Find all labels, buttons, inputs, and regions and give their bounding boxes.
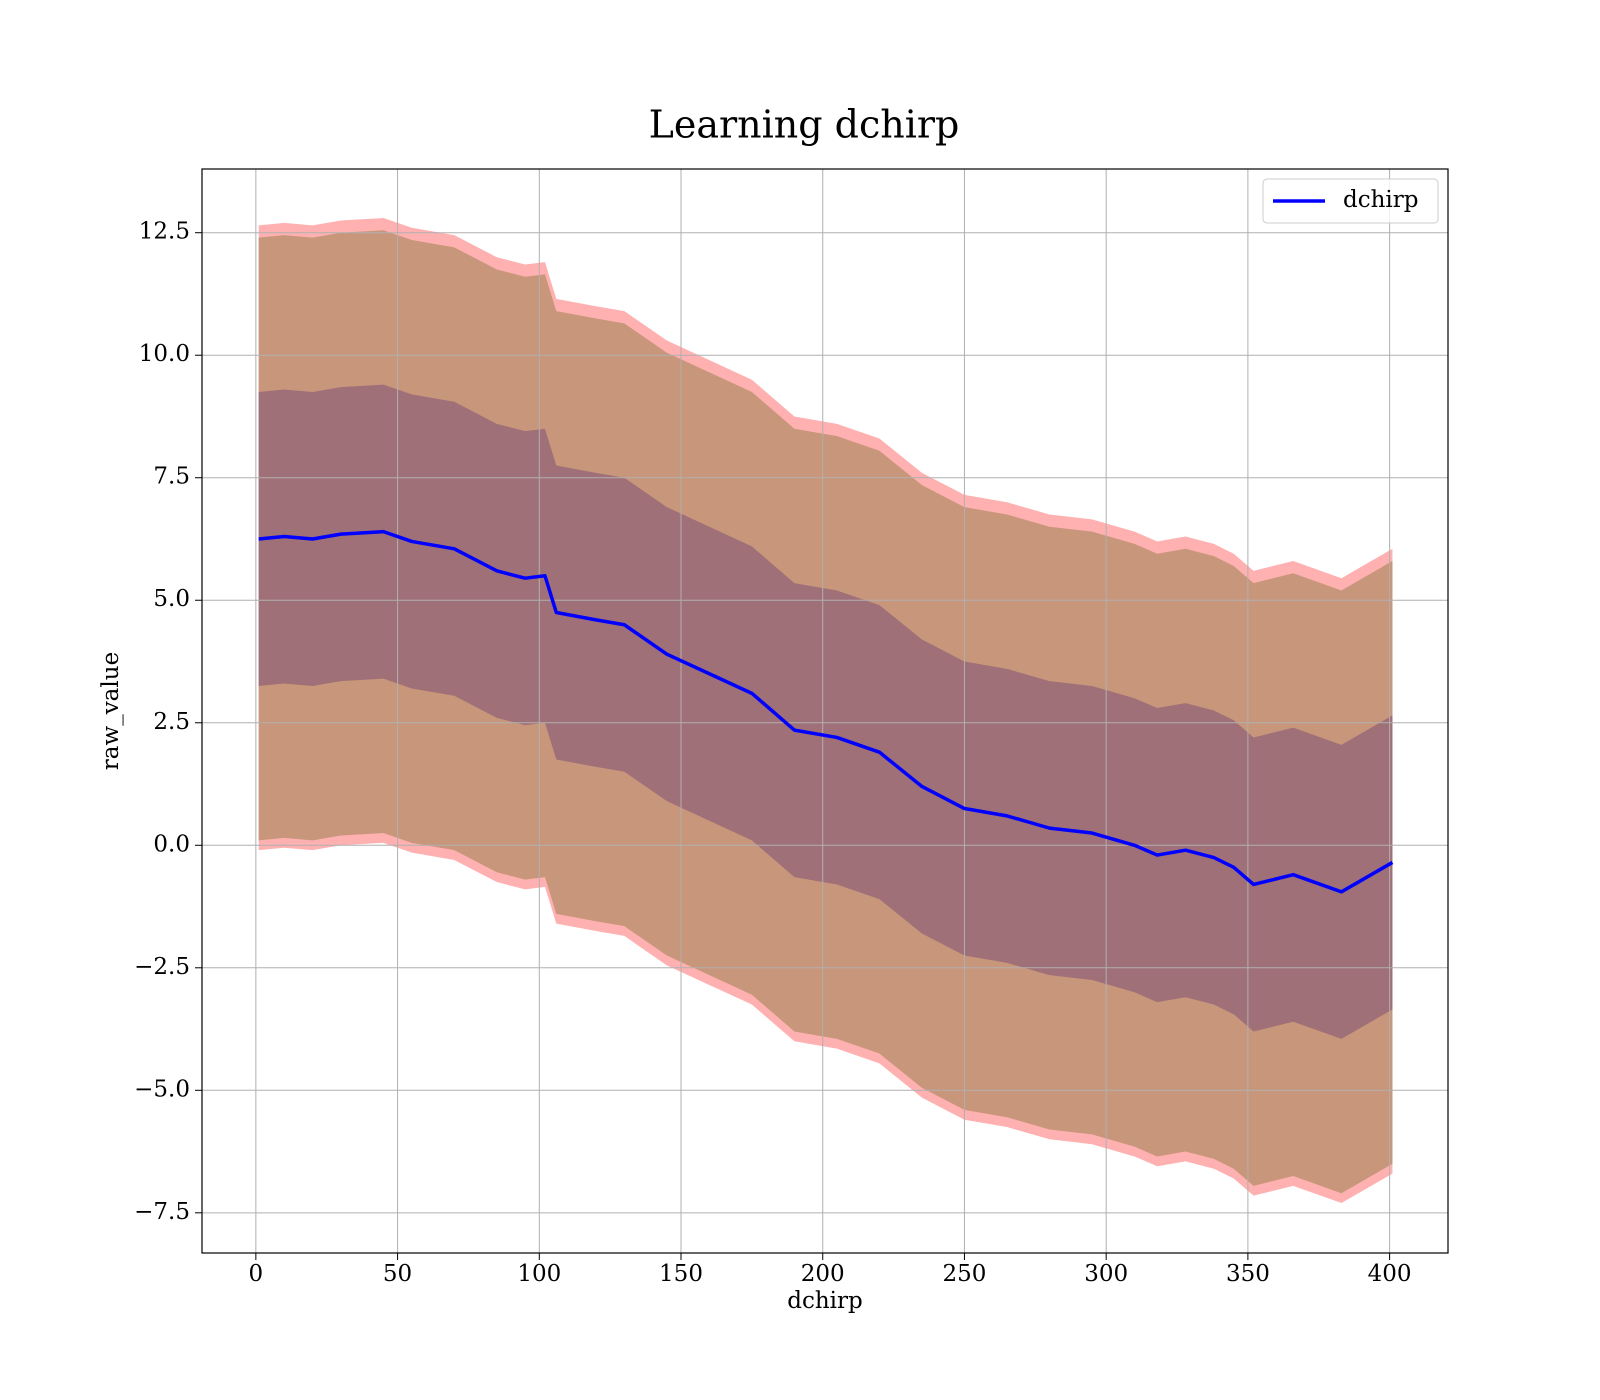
x-tick-label: 100: [517, 1261, 561, 1287]
legend-label: dchirp: [1343, 187, 1419, 213]
y-tick-label: 12.5: [139, 219, 190, 245]
y-tick-label: −5.0: [134, 1076, 190, 1102]
y-tick-label: 5.0: [153, 586, 190, 612]
chart-title: Learning dchirp: [649, 103, 960, 147]
x-axis-label: dchirp: [787, 1288, 863, 1314]
x-tick-label: 300: [1084, 1261, 1128, 1287]
x-tick-label: 350: [1226, 1261, 1270, 1287]
y-tick-label: 2.5: [153, 709, 190, 735]
plot-frame: [201, 168, 1449, 1254]
y-tick-label: −2.5: [134, 954, 190, 980]
band: [258, 384, 1393, 1039]
legend-box: [1262, 178, 1439, 224]
x-tick-label: 250: [942, 1261, 986, 1287]
x-tick-label: 50: [383, 1261, 412, 1287]
y-tick-label: 10.0: [139, 341, 190, 367]
x-tick-label: 400: [1368, 1261, 1412, 1287]
data-line: [258, 529, 1394, 894]
x-tick-label: 150: [659, 1261, 703, 1287]
y-tick-label: −7.5: [134, 1199, 190, 1225]
y-tick-label: 0.0: [153, 831, 190, 857]
y-axis-label: raw_value: [98, 652, 124, 770]
x-tick-label: 0: [249, 1261, 264, 1287]
y-tick-label: 7.5: [153, 464, 190, 490]
x-tick-label: 200: [801, 1261, 845, 1287]
